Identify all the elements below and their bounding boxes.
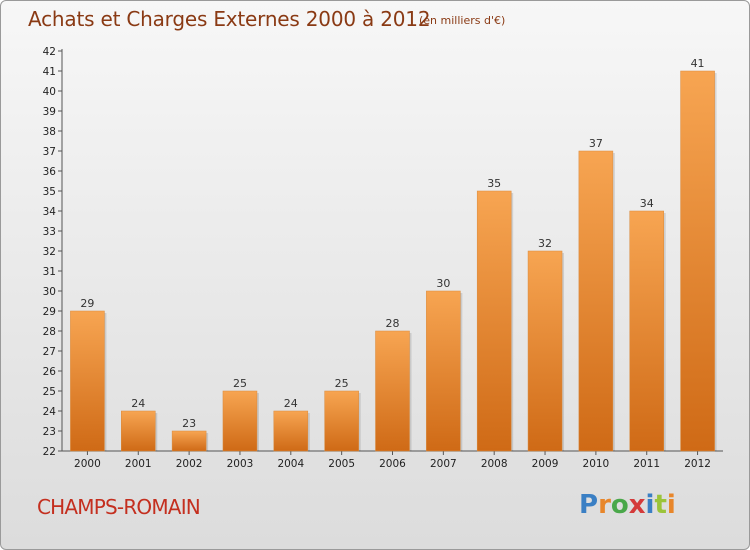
x-tick-label: 2007: [430, 458, 457, 470]
y-tick-label: 36: [43, 166, 57, 178]
y-tick-label: 25: [43, 386, 56, 398]
bar-value-label: 24: [131, 397, 145, 410]
y-tick-label: 34: [43, 206, 57, 218]
x-tick-label: 2008: [481, 458, 508, 470]
bar-2005: [324, 390, 359, 452]
bar-2003: [222, 390, 258, 452]
logo-letter: i: [645, 490, 655, 520]
bar-value-label: 35: [487, 177, 501, 190]
y-tick-label: 23: [43, 426, 56, 438]
bar-2012: [680, 70, 715, 452]
y-tick-label: 40: [43, 86, 56, 98]
bar-value-label: 41: [691, 57, 705, 70]
proxiti-logo: Proxiti: [579, 490, 676, 520]
bar-2004: [273, 410, 309, 452]
x-tick-label: 2001: [125, 458, 152, 470]
y-tick-label: 42: [43, 46, 56, 58]
x-tick-label: 2010: [583, 458, 610, 470]
y-tick-label: 39: [43, 106, 56, 118]
chart-axes: 22 23 24 25 26 27 28 29 30 31 32 33 34 35 36 37 38 39 40 41…: [43, 46, 723, 470]
x-tick-label: 2011: [633, 458, 660, 470]
bar-value-label: 32: [538, 237, 552, 250]
x-tick-label: 2009: [532, 458, 559, 470]
y-tick-label: 32: [43, 246, 56, 258]
logo-letter: o: [610, 490, 629, 520]
bar-value-label: 29: [80, 297, 94, 310]
y-tick-label: 35: [43, 186, 56, 198]
x-tick-label: 2004: [277, 458, 304, 470]
bar-2006: [375, 330, 410, 452]
commune-name: CHAMPS-ROMAIN: [37, 495, 201, 519]
logo-letter: i: [666, 490, 676, 520]
y-tick-label: 37: [43, 146, 56, 158]
logo-letter: P: [579, 490, 599, 520]
bar-value-label: 37: [589, 137, 603, 150]
bar-2008: [476, 190, 512, 452]
logo-letter: x: [628, 490, 646, 520]
y-tick-label: 24: [43, 406, 57, 418]
bar-2002: [171, 430, 207, 452]
y-tick-label: 28: [43, 326, 56, 338]
bar-2010: [578, 150, 614, 452]
x-tick-label: 2003: [227, 458, 254, 470]
bar-value-label: 25: [335, 377, 349, 390]
x-tick-label: 2012: [684, 458, 711, 470]
bar-2011: [629, 210, 664, 452]
chart-title: Achats et Charges Externes 2000 à 2012: [28, 7, 431, 31]
y-tick-label: 33: [43, 226, 56, 238]
y-tick-label: 38: [43, 126, 56, 138]
bar-value-label: 24: [284, 397, 298, 410]
y-tick-label: 30: [43, 286, 56, 298]
bar-value-label: 25: [233, 377, 247, 390]
bar-value-label: 30: [436, 277, 450, 290]
y-tick-label: 26: [43, 366, 57, 378]
bar-2000: [70, 310, 105, 452]
x-tick-label: 2006: [379, 458, 406, 470]
bar-2007: [426, 290, 461, 452]
x-tick-label: 2002: [176, 458, 203, 470]
y-tick-label: 29: [43, 306, 56, 318]
x-tick-label: 2000: [74, 458, 101, 470]
chart-unit: (en milliers d'€): [419, 14, 506, 27]
chart-bars: 29 24 23 25 24 25 28 30 35 32 37 34 41: [70, 57, 717, 452]
logo-letter: r: [598, 490, 611, 520]
bar-value-label: 28: [386, 317, 400, 330]
y-tick-label: 22: [43, 446, 56, 458]
y-tick-label: 31: [43, 266, 56, 278]
bar-value-label: 23: [182, 417, 196, 430]
y-tick-label: 27: [43, 346, 56, 358]
bar-2001: [121, 410, 156, 452]
logo-letter: t: [654, 490, 667, 520]
bar-value-label: 34: [640, 197, 654, 210]
x-tick-label: 2005: [328, 458, 355, 470]
bar-2009: [527, 250, 563, 452]
y-tick-label: 41: [43, 66, 56, 78]
